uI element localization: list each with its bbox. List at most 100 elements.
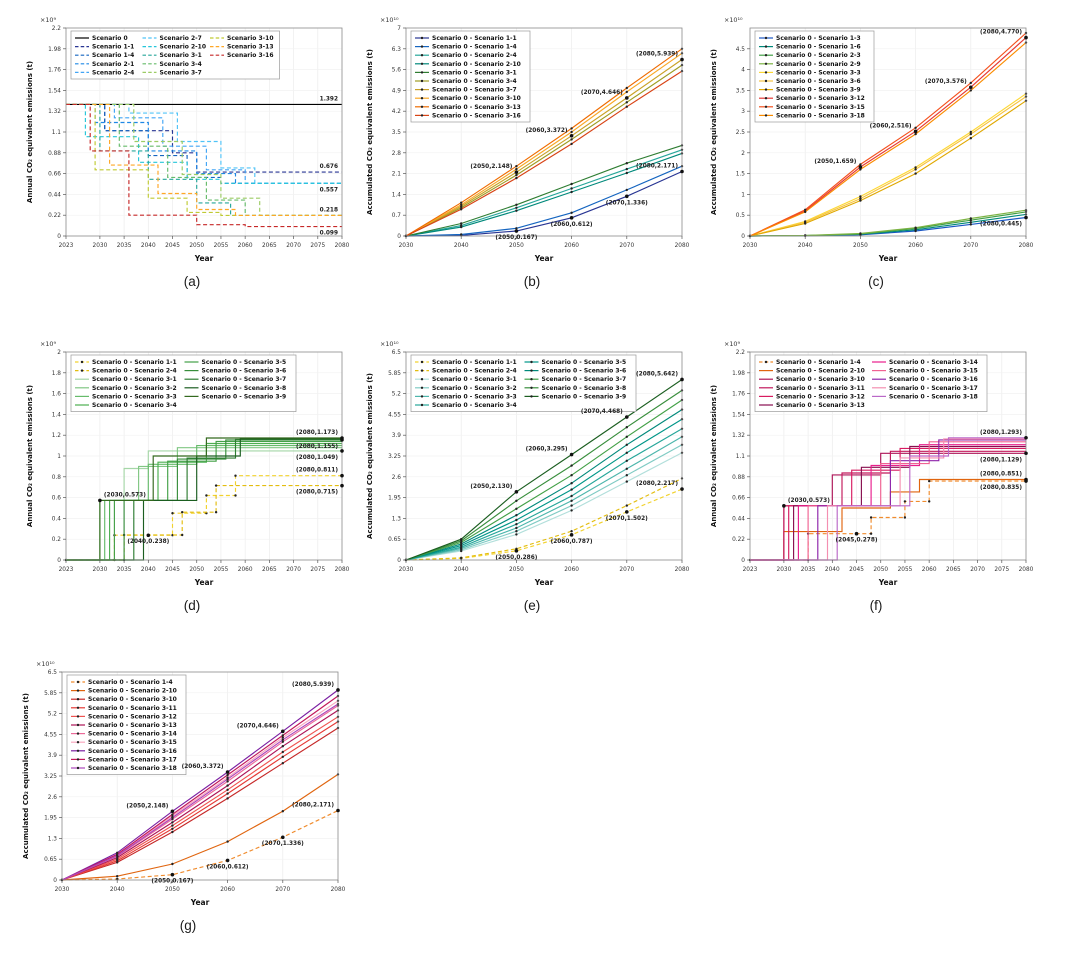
svg-text:Scenario 0 - Scenario 3-16: Scenario 0 - Scenario 3-16: [88, 748, 177, 755]
svg-text:(2040,0.238): (2040,0.238): [127, 539, 169, 545]
svg-text:Scenario 0 - Scenario 3-6: Scenario 0 - Scenario 3-6: [202, 368, 287, 375]
svg-text:Scenario 0 - Scenario 1-4: Scenario 0 - Scenario 1-4: [776, 359, 861, 366]
svg-text:6.5: 6.5: [48, 670, 58, 676]
svg-text:1.5: 1.5: [736, 172, 746, 178]
svg-text:2035: 2035: [801, 567, 816, 573]
svg-text:Scenario 1-1: Scenario 1-1: [92, 44, 134, 51]
svg-text:×10¹⁰: ×10¹⁰: [380, 340, 399, 348]
svg-text:4.55: 4.55: [388, 412, 401, 418]
svg-text:(2060,2.516): (2060,2.516): [870, 123, 912, 129]
svg-text:1.76: 1.76: [732, 392, 745, 398]
svg-text:×10¹⁰: ×10¹⁰: [724, 16, 743, 24]
svg-text:Scenario 0 - Scenario 3-7: Scenario 0 - Scenario 3-7: [202, 376, 287, 383]
svg-text:2080: 2080: [675, 567, 690, 573]
svg-text:Scenario 0 - Scenario 1-4: Scenario 0 - Scenario 1-4: [88, 679, 173, 686]
svg-text:3.5: 3.5: [392, 130, 402, 136]
svg-text:2040: 2040: [825, 567, 840, 573]
svg-text:6.3: 6.3: [392, 47, 402, 53]
caption-a: (a): [183, 274, 201, 289]
subplot-g: 2030 2040 2050 2060 2070 2080 0 0.65 1.3 1.95 2.6 3…: [18, 652, 358, 933]
svg-text:Scenario 0 - Scenario 3-4: Scenario 0 - Scenario 3-4: [432, 78, 517, 85]
svg-text:(2070,4.468): (2070,4.468): [581, 409, 623, 415]
svg-text:2023: 2023: [59, 243, 74, 249]
svg-text:1.3: 1.3: [392, 516, 402, 522]
svg-text:Scenario 0 - Scenario 2-9: Scenario 0 - Scenario 2-9: [776, 61, 861, 68]
svg-text:3: 3: [741, 109, 745, 115]
svg-text:Annual CO₂ equivalent emission: Annual CO₂ equivalent emissions (t): [26, 61, 34, 203]
svg-text:Year: Year: [190, 898, 210, 907]
svg-text:3.25: 3.25: [388, 454, 401, 460]
svg-text:(2050,0.167): (2050,0.167): [495, 235, 537, 241]
svg-text:2070: 2070: [963, 243, 978, 249]
svg-text:2.6: 2.6: [392, 475, 402, 481]
svg-text:Scenario 0: Scenario 0: [92, 35, 128, 42]
svg-text:2030: 2030: [55, 887, 70, 893]
svg-text:0: 0: [741, 234, 745, 240]
svg-text:Year: Year: [194, 254, 214, 263]
svg-text:Scenario 0 - Scenario 3-7: Scenario 0 - Scenario 3-7: [432, 87, 517, 94]
svg-text:Scenario 0 - Scenario 3-17: Scenario 0 - Scenario 3-17: [88, 756, 177, 763]
svg-text:Scenario 0 - Scenario 3-9: Scenario 0 - Scenario 3-9: [542, 393, 627, 400]
svg-text:Scenario 0 - Scenario 2-4: Scenario 0 - Scenario 2-4: [432, 52, 517, 59]
svg-text:Year: Year: [878, 578, 898, 587]
svg-text:Scenario 0 - Scenario 3-4: Scenario 0 - Scenario 3-4: [92, 402, 177, 409]
svg-text:(2030,0.573): (2030,0.573): [788, 498, 830, 504]
chart-c-accumulated-emissions: 2030 2040 2050 2060 2070 2080 0 0.5 1 1.5 2 2.5 3 3.5…: [710, 16, 1034, 263]
svg-text:2060: 2060: [564, 567, 579, 573]
svg-text:×10⁹: ×10⁹: [724, 340, 740, 348]
svg-text:0.2: 0.2: [52, 537, 62, 543]
svg-text:2030: 2030: [399, 243, 414, 249]
svg-text:1.3: 1.3: [48, 836, 58, 842]
svg-text:6.5: 6.5: [392, 350, 402, 356]
svg-text:Accumulated CO₂ equivalent emi: Accumulated CO₂ equivalent emissions (t): [710, 49, 718, 215]
svg-text:2.6: 2.6: [48, 795, 58, 801]
svg-text:Scenario 0 - Scenario 1-4: Scenario 0 - Scenario 1-4: [432, 44, 517, 51]
chart-b-accumulated-emissions: 2030 2040 2050 2060 2070 2080 0 0.7 1.4 2.1 2.8 3.5…: [366, 16, 690, 263]
svg-text:1.8: 1.8: [52, 371, 62, 377]
svg-text:(2080,1.155): (2080,1.155): [296, 444, 338, 450]
svg-text:4: 4: [741, 68, 745, 74]
svg-text:(2080,2.217): (2080,2.217): [636, 481, 678, 487]
svg-text:2045: 2045: [165, 243, 180, 249]
svg-text:(2070,3.576): (2070,3.576): [925, 79, 967, 85]
svg-text:1.4: 1.4: [392, 192, 402, 198]
svg-text:2075: 2075: [994, 567, 1009, 573]
svg-text:2030: 2030: [399, 567, 414, 573]
svg-text:0.66: 0.66: [732, 496, 745, 502]
svg-text:1.95: 1.95: [388, 496, 401, 502]
svg-text:2080: 2080: [335, 243, 350, 249]
svg-text:Year: Year: [534, 578, 554, 587]
svg-text:3.9: 3.9: [392, 433, 402, 439]
svg-text:2030: 2030: [743, 243, 758, 249]
svg-text:2.2: 2.2: [52, 26, 62, 32]
svg-text:0.5: 0.5: [736, 213, 746, 219]
svg-text:0.557: 0.557: [320, 187, 338, 193]
svg-text:1.1: 1.1: [736, 454, 746, 460]
chart-g-accumulated-emissions: 2030 2040 2050 2060 2070 2080 0 0.65 1.3 1.95 2.6 3…: [22, 660, 346, 907]
svg-text:×10⁹: ×10⁹: [40, 340, 56, 348]
subplot-f: 2023 2030 2035 2040 2045 2050 2055 2060 2065 2070…: [706, 332, 1046, 613]
svg-text:Annual CO₂ equivalent emission: Annual CO₂ equivalent emissions (t): [26, 385, 34, 527]
svg-text:(2080,0.835): (2080,0.835): [980, 485, 1022, 491]
svg-text:Scenario 0 - Scenario 3-12: Scenario 0 - Scenario 3-12: [776, 95, 865, 102]
svg-text:2080: 2080: [335, 567, 350, 573]
svg-text:Scenario 0 - Scenario 2-10: Scenario 0 - Scenario 2-10: [776, 368, 865, 375]
svg-text:(2050,0.167): (2050,0.167): [151, 879, 193, 885]
svg-text:2023: 2023: [743, 567, 758, 573]
svg-text:2030: 2030: [777, 567, 792, 573]
svg-text:2070: 2070: [619, 243, 634, 249]
svg-text:Scenario 0 - Scenario 3-15: Scenario 0 - Scenario 3-15: [88, 739, 177, 746]
svg-text:Scenario 0 - Scenario 2-4: Scenario 0 - Scenario 2-4: [92, 368, 177, 375]
svg-text:Scenario 0 - Scenario 1-3: Scenario 0 - Scenario 1-3: [776, 35, 861, 42]
caption-e: (e): [523, 598, 541, 613]
svg-text:2055: 2055: [214, 243, 229, 249]
svg-text:2060: 2060: [908, 243, 923, 249]
svg-text:0.65: 0.65: [388, 537, 401, 543]
svg-text:1.98: 1.98: [732, 371, 745, 377]
caption-d: (d): [183, 598, 201, 613]
svg-text:Scenario 0 - Scenario 3-12: Scenario 0 - Scenario 3-12: [776, 393, 865, 400]
svg-text:Scenario 3-16: Scenario 3-16: [227, 52, 274, 59]
svg-text:Scenario 0 - Scenario 3-6: Scenario 0 - Scenario 3-6: [776, 78, 861, 85]
svg-text:2.5: 2.5: [736, 130, 746, 136]
svg-text:2060: 2060: [220, 887, 235, 893]
